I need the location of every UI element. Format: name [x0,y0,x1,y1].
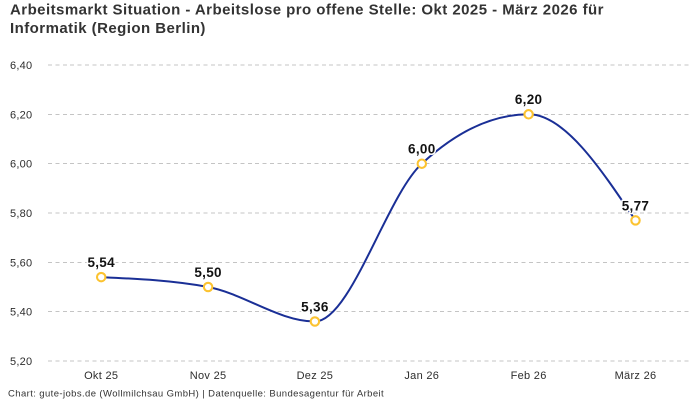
svg-text:6,20: 6,20 [515,92,542,107]
svg-text:Chart: gute-jobs.de (Wollmilch: Chart: gute-jobs.de (Wollmilchsau GmbH) … [8,389,384,400]
svg-text:6,00: 6,00 [408,142,435,157]
svg-text:5,77: 5,77 [622,198,649,213]
svg-text:5,40: 5,40 [10,307,32,319]
svg-text:5,80: 5,80 [10,208,32,220]
svg-text:Arbeitsmarkt Situation - Arbei: Arbeitsmarkt Situation - Arbeitslose pro… [10,2,604,19]
svg-text:5,20: 5,20 [10,356,32,368]
svg-text:Dez 25: Dez 25 [297,370,334,382]
svg-text:5,50: 5,50 [194,265,221,280]
svg-text:Nov 25: Nov 25 [190,370,227,382]
svg-text:Okt 25: Okt 25 [84,370,118,382]
svg-text:Informatik (Region Berlin): Informatik (Region Berlin) [10,20,206,37]
svg-text:Feb 26: Feb 26 [511,370,547,382]
svg-text:6,20: 6,20 [10,109,32,121]
svg-text:5,60: 5,60 [10,257,32,269]
svg-text:6,40: 6,40 [10,60,32,72]
svg-text:6,00: 6,00 [10,159,32,171]
svg-text:Jan 26: Jan 26 [404,370,439,382]
svg-text:März 26: März 26 [615,370,657,382]
svg-text:5,54: 5,54 [87,255,115,270]
svg-text:5,36: 5,36 [301,299,329,314]
